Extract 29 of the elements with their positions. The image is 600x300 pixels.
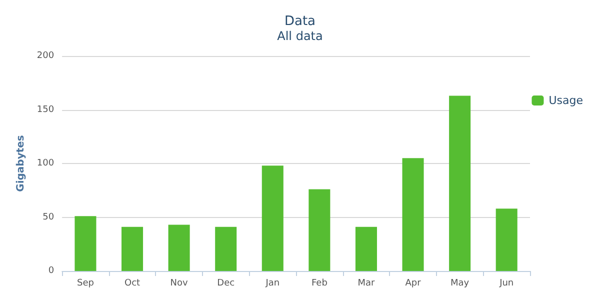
x-tick-label: Jan	[264, 278, 280, 288]
bar	[355, 226, 377, 271]
bar	[215, 226, 237, 271]
chart-title: Data	[284, 14, 316, 29]
bar	[402, 158, 424, 271]
bar	[122, 226, 144, 271]
chart-subtitle: All data	[277, 29, 323, 43]
x-tick-label: Oct	[124, 278, 141, 288]
x-tick-label: Nov	[170, 278, 189, 288]
x-tick-label: Sep	[76, 278, 94, 288]
y-tick-label: 150	[36, 104, 54, 115]
bar	[496, 208, 518, 271]
y-tick-label: 50	[42, 212, 54, 222]
bar	[74, 216, 96, 271]
y-tick-label: 0	[48, 266, 54, 276]
bar	[262, 166, 284, 271]
bar	[168, 224, 190, 271]
bar	[308, 189, 330, 271]
x-tick-label: Jun	[498, 278, 514, 288]
y-axis-title: Gigabytes	[16, 135, 26, 192]
bar	[449, 96, 471, 271]
y-tick-label: 200	[36, 51, 54, 61]
x-tick-label: Feb	[311, 278, 328, 288]
legend-label: Usage	[548, 94, 584, 107]
x-tick-label: Mar	[358, 278, 376, 288]
y-tick-label: 100	[36, 158, 54, 168]
x-tick-label: May	[450, 278, 470, 288]
x-tick-label: Apr	[405, 278, 422, 288]
x-tick-label: Dec	[217, 278, 235, 288]
